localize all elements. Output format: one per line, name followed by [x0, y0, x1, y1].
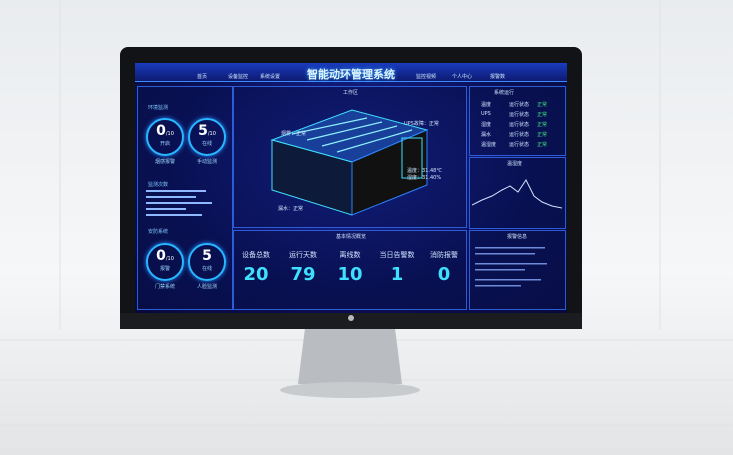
- stats-panel: [233, 230, 467, 310]
- gauge: 0/10 开启: [146, 118, 184, 156]
- gauge-value: 5: [202, 248, 212, 264]
- header-bar: [135, 63, 567, 82]
- title: 智能动环管理系统: [307, 68, 395, 81]
- gauge-value: 0: [156, 123, 166, 139]
- stat-label: 运行天数: [289, 251, 317, 259]
- nav-item[interactable]: 首页: [197, 74, 208, 80]
- panel-title: 系统运行: [494, 90, 515, 96]
- annotation: 湿度：31.40%: [407, 175, 442, 181]
- status-cell: 正常: [537, 102, 548, 108]
- status-cell: 正常: [537, 132, 548, 138]
- nav-item[interactable]: 设备监控: [228, 74, 249, 80]
- gauge-label: 报警: [159, 266, 170, 272]
- annotation: UPS故障：正常: [404, 121, 439, 127]
- nav-item[interactable]: 报警数: [490, 74, 506, 80]
- annotation: 温度：31.48℃: [407, 168, 442, 174]
- nav-item[interactable]: 个人中心: [452, 74, 473, 80]
- cabinet-3d: [270, 109, 429, 216]
- stat-label: 当日告警数: [379, 251, 415, 259]
- status-cell: 运行状态: [509, 142, 530, 148]
- status-cell: 运行状态: [509, 132, 530, 138]
- gauge-total: /10: [165, 131, 174, 137]
- stat-value: 10: [337, 264, 363, 285]
- stat-value: 0: [437, 264, 451, 285]
- status-cell: 运行状态: [509, 102, 530, 108]
- status-cell: UPS: [481, 111, 491, 117]
- gauge-value: 0: [156, 248, 166, 264]
- status-cell: 运行状态: [509, 122, 530, 128]
- stat-label: 设备总数: [242, 251, 270, 259]
- status-cell: 运行状态: [509, 112, 530, 118]
- gauge-caption: 门禁系统: [154, 284, 175, 290]
- status-cell: 湿度: [481, 122, 492, 128]
- status-cell: 温湿度: [481, 142, 497, 148]
- section-title: 监测次数: [148, 182, 169, 188]
- section-title: 安防系统: [148, 229, 169, 235]
- status-panel: [469, 86, 566, 156]
- panel-title: 报警信息: [507, 234, 528, 240]
- gauge-caption: 手动监测: [196, 159, 217, 165]
- annotation: 漏水：正常: [278, 206, 304, 212]
- gauge-total: /10: [207, 131, 216, 137]
- annotation: 烟雾：正常: [281, 131, 307, 137]
- section-title: 环境监测: [148, 105, 169, 111]
- gauge-value: 5: [198, 123, 208, 139]
- panel-title: 基本情况概览: [336, 234, 367, 240]
- gauge: 0/10 报警: [146, 243, 184, 281]
- chart-panel: [469, 157, 566, 229]
- nav-item[interactable]: 监控视频: [416, 74, 437, 80]
- stat-value: 20: [243, 264, 269, 285]
- gauge-label: 在线: [201, 266, 212, 272]
- status-cell: 正常: [537, 142, 548, 148]
- status-cell: 正常: [537, 112, 548, 118]
- gauge-caption: 烟感报警: [154, 159, 175, 165]
- nav-item[interactable]: 系统设置: [260, 74, 281, 80]
- alarm-lines: [475, 247, 547, 287]
- stat-value: 1: [390, 264, 404, 285]
- status-cell: 温度: [481, 102, 492, 108]
- gauge: 5/10 在线: [188, 118, 226, 156]
- gauge-label: 在线: [201, 141, 212, 147]
- bars: [146, 190, 212, 216]
- trend-chart: [472, 179, 562, 209]
- panel-title: 温湿度: [507, 161, 523, 167]
- gauge-total: /10: [165, 256, 174, 262]
- status-cell: 正常: [537, 122, 548, 128]
- gauge: 5 在线: [188, 243, 226, 281]
- stat-label: 消防报警: [430, 251, 458, 259]
- gauge-caption: 人脸监测: [196, 284, 217, 290]
- gauge-label: 开启: [159, 141, 170, 147]
- stat-value: 79: [290, 264, 316, 285]
- stat-label: 离线数: [339, 251, 361, 259]
- status-cell: 漏水: [481, 132, 492, 138]
- panel-title: 工作区: [343, 90, 359, 96]
